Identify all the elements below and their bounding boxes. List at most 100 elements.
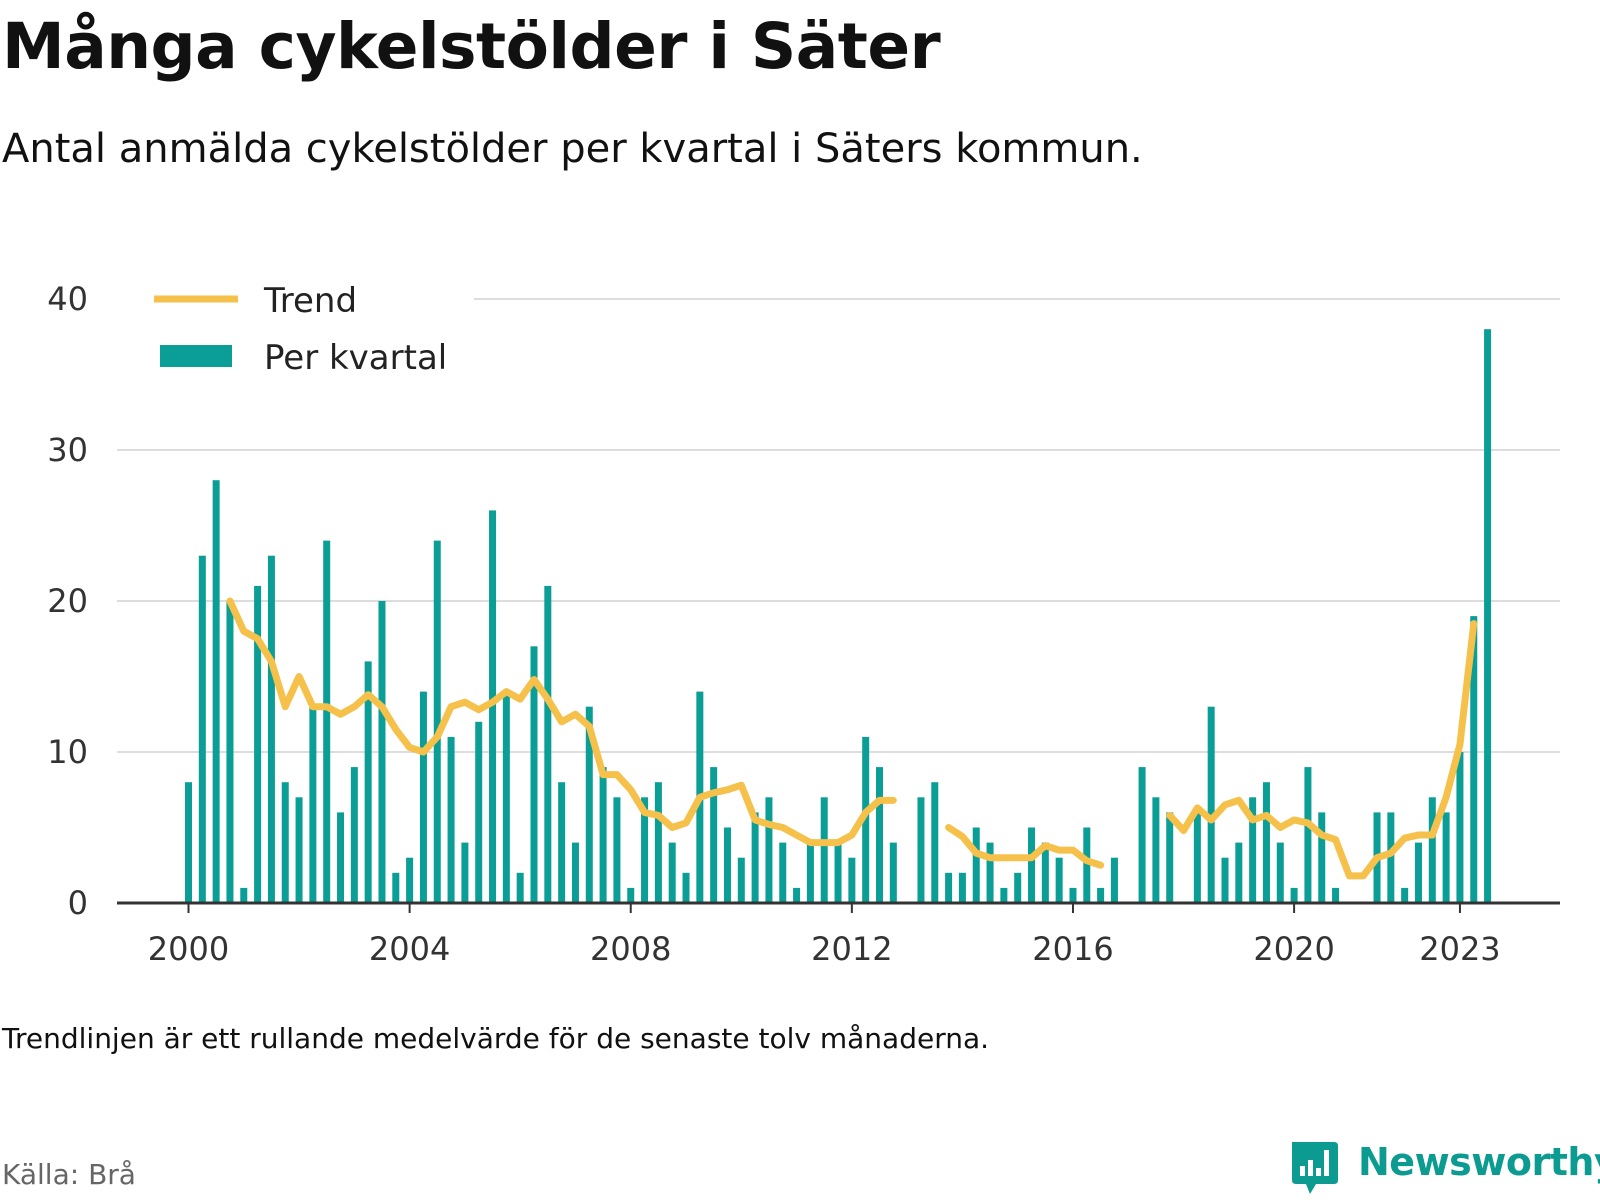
x-tick-label-2016: 2016 (1032, 930, 1113, 968)
x-tick-label-2000: 2000 (148, 930, 229, 968)
bar-2004Q1 (406, 857, 414, 903)
brand-name: Newsworthy (1358, 1140, 1600, 1184)
bar-2012Q3 (876, 767, 883, 903)
bar-2000Q4 (226, 601, 234, 903)
bar-2015Q3 (1041, 842, 1049, 903)
y-tick-label-40: 40 (47, 280, 88, 318)
bar-2007Q4 (613, 797, 621, 903)
x-tick-label-2023: 2023 (1419, 930, 1500, 968)
bar-2023Q1 (1456, 752, 1464, 903)
bar-2011Q4 (834, 842, 842, 903)
bar-2007Q3 (599, 767, 607, 903)
bar-2014Q3 (986, 842, 994, 903)
bar-2007Q1 (571, 842, 579, 903)
bar-2007Q2 (585, 706, 593, 903)
chart-subtitle: Antal anmälda cykelstölder per kvartal i… (2, 126, 1143, 172)
bar-2008Q2 (641, 797, 649, 903)
bar-2002Q4 (337, 812, 345, 903)
bar-2018Q3 (1207, 706, 1215, 903)
bar-2001Q4 (281, 782, 289, 903)
bar-2000Q2 (198, 555, 206, 903)
bar-2005Q2 (475, 721, 483, 903)
bar-2018Q2 (1193, 812, 1201, 903)
bar-2023Q2 (1470, 616, 1478, 903)
chart-note: Trendlinjen är ett rullande medelvärde f… (2, 1022, 990, 1055)
bar-2008Q4 (668, 842, 676, 903)
bar-2019Q2 (1249, 797, 1257, 903)
bar-2018Q4 (1221, 857, 1229, 903)
gridlines: 0 10 20 30 40 (47, 280, 1560, 922)
bar-2010Q2 (751, 812, 759, 903)
bar-2013Q4 (945, 872, 953, 903)
y-tick-label-30: 30 (47, 431, 88, 469)
bar-2012Q4 (889, 842, 897, 903)
legend-label-per-kvartal: Per kvartal (264, 338, 447, 378)
bar-2009Q4 (723, 827, 731, 903)
bar-2015Q1 (1014, 872, 1022, 903)
bar-2019Q4 (1276, 842, 1284, 903)
newsworthy-logo-icon (1292, 1142, 1338, 1194)
y-tick-label-20: 20 (47, 582, 88, 620)
source-label: Källa: Brå (2, 1158, 136, 1191)
bar-2016Q4 (1110, 857, 1118, 903)
bar-2006Q1 (516, 872, 524, 903)
bar-2013Q2 (917, 797, 925, 903)
bar-2004Q4 (447, 736, 455, 903)
bar-2016Q3 (1097, 887, 1105, 903)
chart-area: 0 10 20 30 40 2000 2004 2008 2012 2016 2020 2023 T… (47, 272, 1560, 968)
trend-line-segment-1 (226, 597, 897, 847)
bar-2008Q3 (654, 782, 662, 903)
bar-2020Q4 (1332, 887, 1340, 903)
bar-2022Q1 (1401, 887, 1409, 903)
bar-2014Q4 (1000, 887, 1008, 903)
bar-2006Q4 (558, 782, 566, 903)
bar-2011Q2 (806, 842, 814, 903)
bar-2020Q3 (1318, 812, 1326, 903)
bar-2017Q2 (1138, 767, 1146, 903)
legend-bar-swatch (160, 345, 232, 367)
trend-line-segment-2 (945, 824, 1105, 869)
bar-2001Q1 (240, 887, 248, 903)
bar-2011Q3 (820, 797, 828, 903)
bar-2019Q1 (1235, 842, 1243, 903)
bar-2017Q3 (1152, 797, 1160, 903)
x-tick-label-2008: 2008 (590, 930, 671, 968)
x-tick-label-2012: 2012 (811, 930, 892, 968)
bar-2016Q1 (1069, 887, 1077, 903)
bar-2021Q4 (1387, 812, 1395, 903)
bar-2003Q2 (364, 661, 372, 903)
bar-series (185, 329, 1492, 903)
bar-2003Q4 (392, 872, 400, 903)
bar-2004Q3 (433, 540, 441, 903)
bar-2003Q3 (378, 601, 386, 903)
bar-2002Q2 (309, 706, 317, 903)
trend-series (226, 597, 1478, 880)
bar-2001Q2 (254, 585, 262, 903)
bar-2014Q1 (958, 872, 966, 903)
trend-line-segment-3 (1166, 620, 1478, 880)
bar-2020Q1 (1290, 887, 1298, 903)
bar-2015Q4 (1055, 857, 1063, 903)
legend: Trend Per kvartal (114, 272, 474, 384)
bar-2000Q1 (185, 782, 192, 903)
bar-2019Q3 (1262, 782, 1270, 903)
legend-label-trend: Trend (263, 281, 357, 321)
bar-2009Q3 (710, 767, 718, 903)
bar-2010Q3 (765, 797, 773, 903)
y-tick-label-10: 10 (47, 733, 88, 771)
bar-2014Q2 (972, 827, 980, 903)
bar-2001Q3 (267, 555, 275, 903)
bar-2010Q1 (737, 857, 745, 903)
bar-2016Q2 (1083, 827, 1091, 903)
x-tick-label-2020: 2020 (1253, 930, 1334, 968)
bar-2012Q2 (862, 736, 870, 903)
bar-2020Q2 (1304, 767, 1312, 903)
newsworthy-logo: Newsworthy (1288, 1140, 1600, 1200)
bar-2012Q1 (848, 857, 856, 903)
bar-2006Q3 (544, 585, 552, 903)
bar-2022Q2 (1414, 842, 1422, 903)
bar-2009Q1 (682, 872, 690, 903)
bar-2011Q1 (793, 887, 801, 903)
bar-2015Q2 (1028, 827, 1036, 903)
x-axis: 2000 2004 2008 2012 2016 2020 2023 (117, 901, 1560, 968)
